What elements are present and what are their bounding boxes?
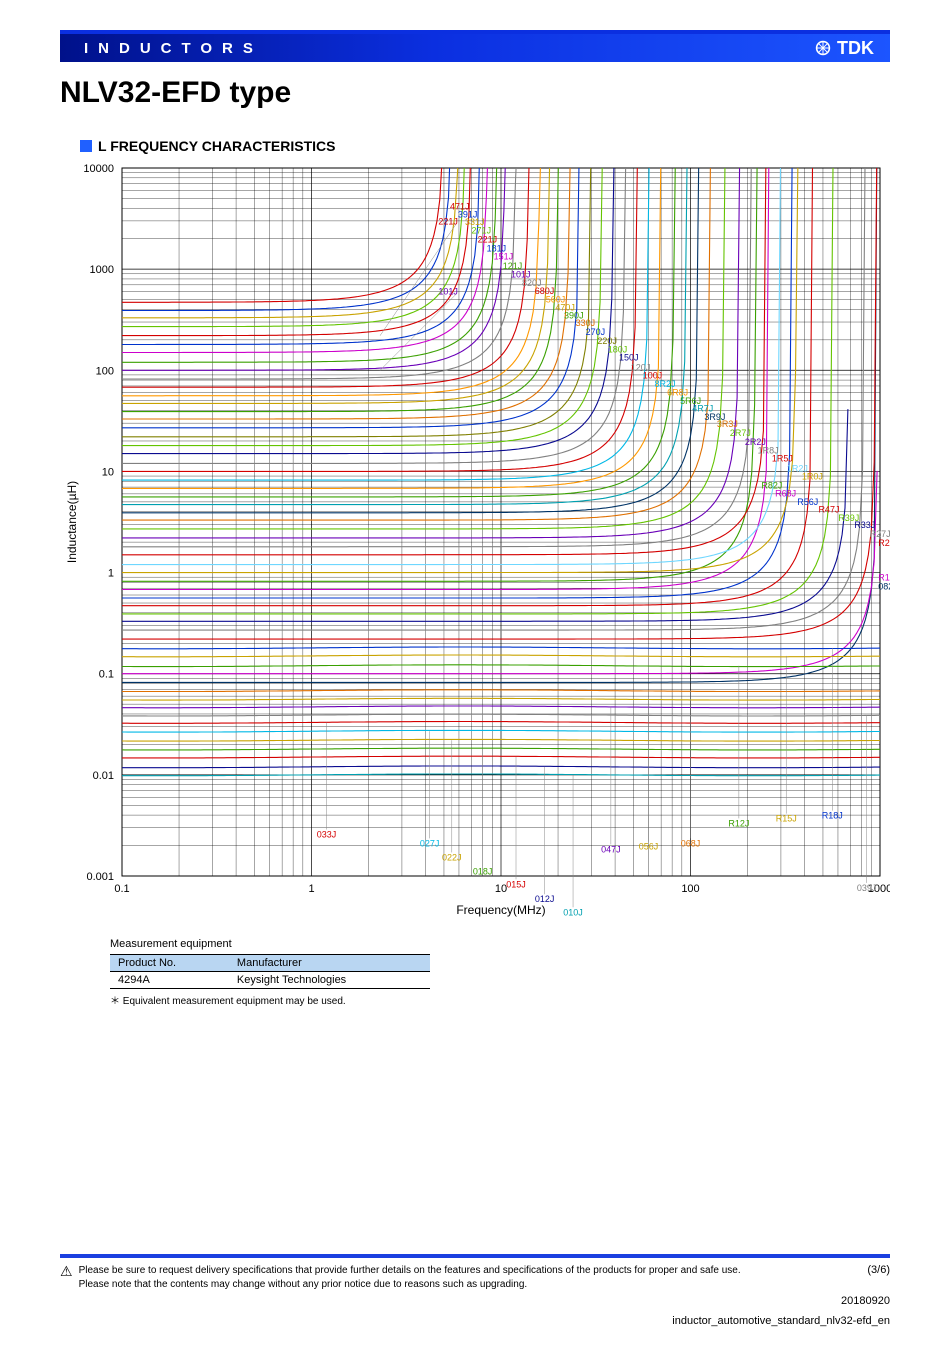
svg-text:010J: 010J <box>563 907 583 917</box>
table-col-manufacturer: Manufacturer <box>229 955 430 972</box>
table-row: 4294A Keysight Technologies <box>110 972 430 989</box>
svg-text:039J: 039J <box>857 883 877 893</box>
svg-text:R47J: R47J <box>818 505 839 515</box>
svg-text:100: 100 <box>681 883 699 895</box>
page-footer: ⚠ Please be sure to request delivery spe… <box>0 1254 950 1345</box>
svg-text:100: 100 <box>96 365 114 377</box>
svg-text:R15J: R15J <box>776 814 797 824</box>
category-banner: INDUCTORS TDK <box>60 30 890 62</box>
footer-text-2: Please note that the contents may change… <box>79 1279 528 1290</box>
table-col-product: Product No. <box>110 955 229 972</box>
svg-text:1000: 1000 <box>90 264 114 276</box>
svg-text:1R0J: 1R0J <box>802 472 823 482</box>
svg-text:027J: 027J <box>420 838 440 848</box>
svg-text:R68J: R68J <box>775 488 796 498</box>
measurement-table: Product No. Manufacturer 4294A Keysight … <box>110 954 430 989</box>
product-title: NLV32-EFD type <box>60 76 890 110</box>
svg-text:0.001: 0.001 <box>86 871 114 883</box>
svg-text:018J: 018J <box>473 866 493 876</box>
footer-date: 20180920 <box>60 1295 890 1307</box>
banner-category: INDUCTORS <box>84 40 263 57</box>
footer-doc-id: inductor_automotive_standard_nlv32-efd_e… <box>60 1315 890 1327</box>
svg-text:101J: 101J <box>438 286 458 296</box>
svg-text:150J: 150J <box>619 353 639 363</box>
svg-text:R10J: R10J <box>878 573 890 583</box>
svg-text:R18J: R18J <box>822 811 843 821</box>
svg-text:068J: 068J <box>681 838 701 848</box>
l-frequency-chart: 0.111010010000.0010.010.1110100100010000… <box>60 160 890 920</box>
svg-text:056J: 056J <box>639 842 659 852</box>
measurement-note: ＊ Equivalent measurement equipment may b… <box>110 992 950 1007</box>
svg-text:082J: 082J <box>878 581 890 591</box>
svg-text:221J: 221J <box>438 216 458 226</box>
svg-text:151J: 151J <box>494 251 514 261</box>
svg-text:0.01: 0.01 <box>93 770 114 782</box>
svg-text:0.1: 0.1 <box>99 669 114 681</box>
page-number: (3/6) <box>867 1264 890 1276</box>
svg-text:R22J: R22J <box>878 538 890 548</box>
svg-text:R56J: R56J <box>797 497 818 507</box>
measurement-title: Measurement equipment <box>110 938 950 950</box>
svg-text:033J: 033J <box>317 830 337 840</box>
svg-text:022J: 022J <box>442 852 462 862</box>
svg-text:015J: 015J <box>506 879 526 889</box>
measurement-equipment-block: Measurement equipment Product No. Manufa… <box>110 938 950 1007</box>
brand-logo: TDK <box>815 38 874 59</box>
svg-text:012J: 012J <box>535 894 555 904</box>
svg-text:10000: 10000 <box>83 163 114 175</box>
section-heading: L FREQUENCY CHARACTERISTICS <box>80 138 950 154</box>
svg-text:Frequency(MHz): Frequency(MHz) <box>456 903 545 917</box>
svg-text:047J: 047J <box>601 844 621 854</box>
page: INDUCTORS TDK NLV32-EFD type L FREQUENCY… <box>0 30 950 1007</box>
svg-text:1: 1 <box>308 883 314 895</box>
warning-icon: ⚠ <box>60 1264 73 1278</box>
svg-text:Inductance(µH): Inductance(µH) <box>65 481 79 563</box>
svg-text:1R5J: 1R5J <box>772 454 793 464</box>
svg-text:R12J: R12J <box>728 818 749 828</box>
svg-text:10: 10 <box>102 466 114 478</box>
footer-text-1: Please be sure to request delivery speci… <box>79 1265 741 1276</box>
svg-text:0.1: 0.1 <box>114 883 129 895</box>
svg-text:1: 1 <box>108 568 114 580</box>
